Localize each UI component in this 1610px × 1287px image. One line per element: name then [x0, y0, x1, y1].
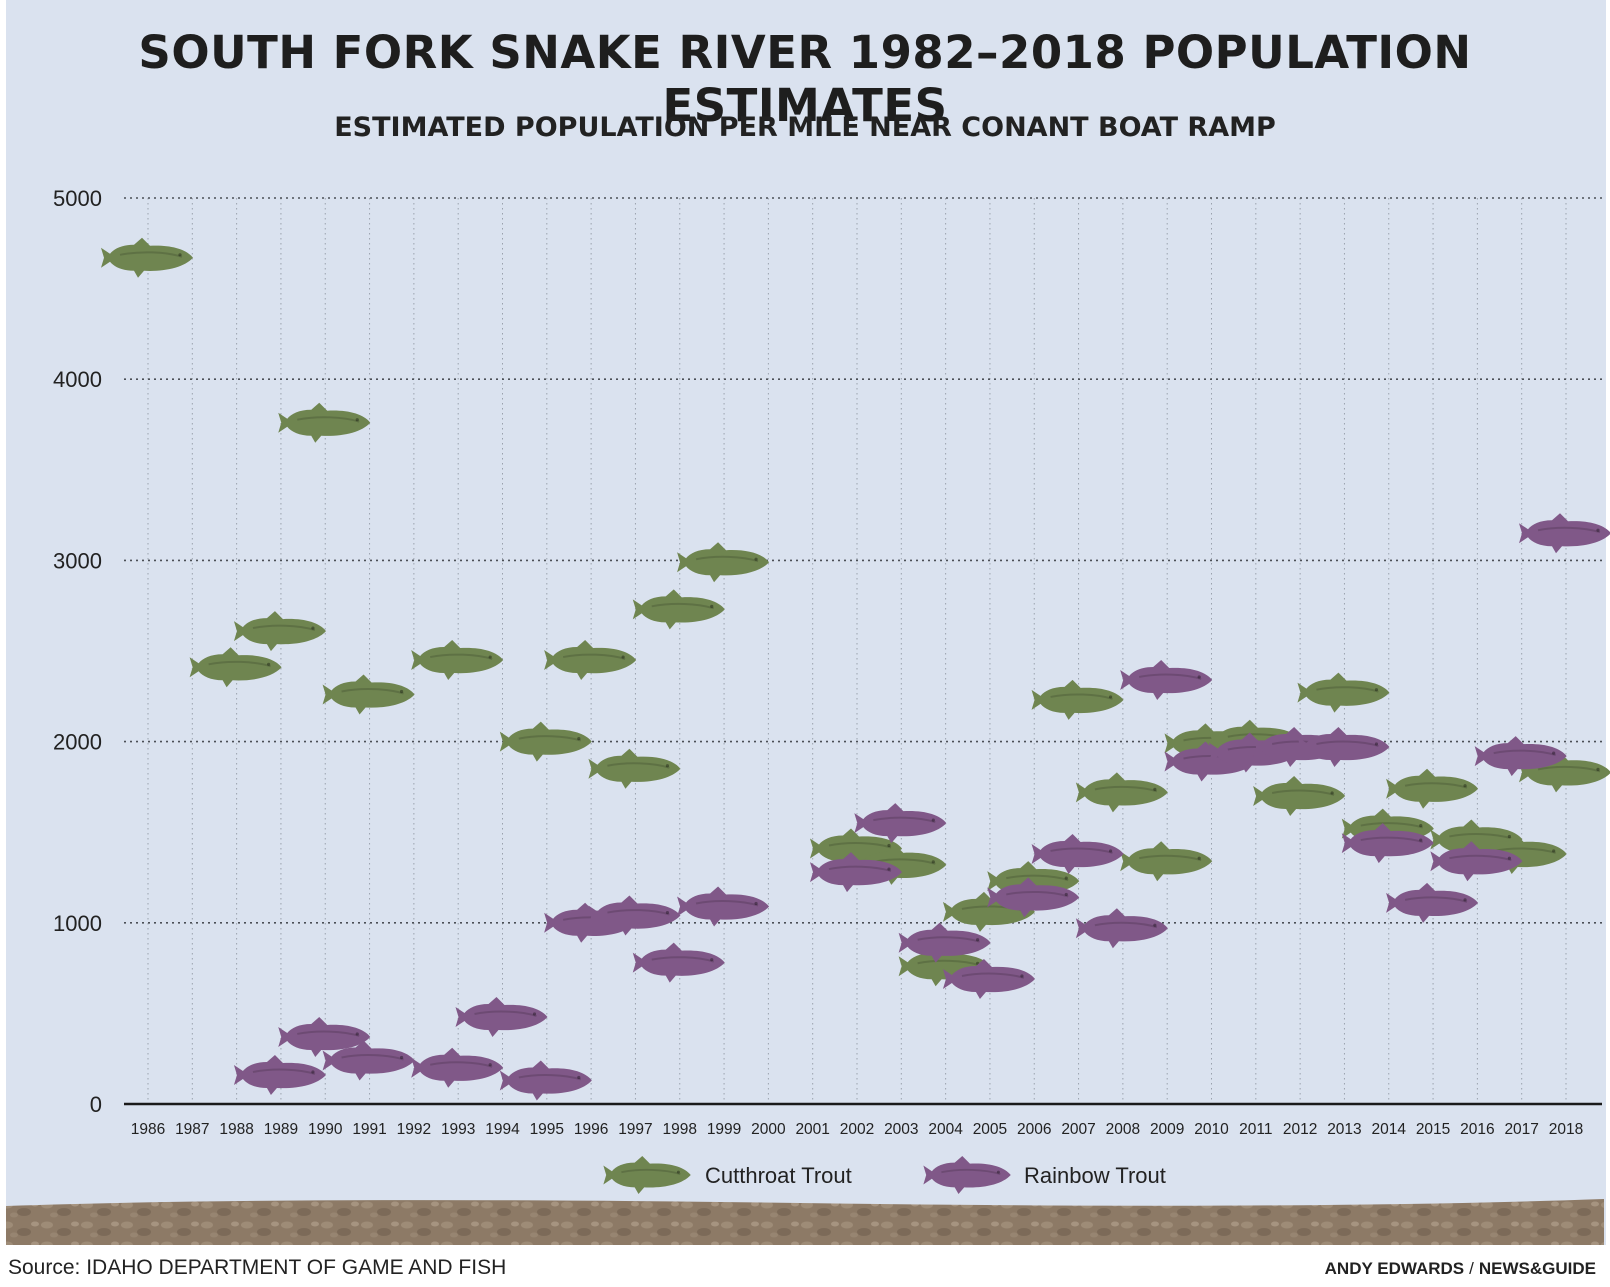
y-tick-label: 5000 [53, 186, 102, 211]
cutthroat-fish-point [1386, 768, 1479, 809]
x-tick-label: 2005 [973, 1121, 1007, 1138]
rainbow-fish-point [942, 958, 1035, 999]
rainbow-legend-icon [923, 1156, 1011, 1194]
cutthroat-fish-point [101, 237, 193, 278]
x-tick-label: 1992 [397, 1121, 431, 1138]
rainbow-fish-point [1519, 513, 1610, 554]
credit-outlet: NEWS&GUIDE [1478, 1259, 1596, 1278]
x-tick-label: 1997 [618, 1121, 652, 1138]
cutthroat-fish-point [544, 640, 637, 681]
chart-subtitle: ESTIMATED POPULATION PER MILE NEAR CONAN… [334, 112, 1276, 143]
riverbed [6, 1199, 1604, 1245]
rainbow-fish-point [898, 922, 991, 963]
rainbow-fish-point [1430, 841, 1523, 882]
rainbow-fish-point [233, 1055, 326, 1096]
rainbow-fish-point [1474, 736, 1567, 777]
rainbow-fish-point [455, 997, 548, 1038]
rainbow-fish-point [677, 886, 770, 927]
rainbow-fish-point [1386, 882, 1479, 923]
x-tick-label: 2017 [1504, 1121, 1538, 1138]
cutthroat-legend-icon [603, 1156, 691, 1194]
x-tick-label: 2000 [751, 1121, 786, 1138]
y-tick-label: 1000 [53, 911, 102, 936]
x-tick-label: 1987 [175, 1121, 209, 1138]
y-tick-label: 3000 [53, 548, 102, 573]
rainbow-fish-point [1075, 908, 1168, 949]
x-tick-label: 2012 [1283, 1121, 1317, 1138]
x-tick-label: 2007 [1061, 1121, 1095, 1138]
rainbow-fish-point [1031, 833, 1124, 874]
rainbow-fish-point [810, 852, 902, 893]
rainbow-fish-point [411, 1047, 504, 1088]
x-tick-label: 2010 [1194, 1121, 1229, 1138]
x-tick-label: 1993 [441, 1121, 475, 1138]
x-tick-label: 2015 [1416, 1121, 1450, 1138]
x-tick-label: 1988 [219, 1121, 253, 1138]
rainbow-fish-point [278, 1016, 371, 1057]
credit-author: ANDY EDWARDS [1324, 1259, 1465, 1278]
credit-separator: / [1469, 1259, 1474, 1278]
x-tick-label: 1999 [707, 1121, 741, 1138]
x-tick-label: 2009 [1150, 1121, 1184, 1138]
rainbow-fish-point [632, 942, 725, 983]
x-tick-label: 1996 [574, 1121, 608, 1138]
rainbow-fish-point [1297, 727, 1390, 768]
cutthroat-fish-point [588, 748, 681, 789]
cutthroat-fish-point [632, 589, 725, 630]
data-points [101, 237, 1610, 1101]
cutthroat-fish-point [1075, 772, 1168, 813]
x-tick-label: 2014 [1372, 1121, 1407, 1138]
x-tick-label: 2016 [1460, 1121, 1494, 1138]
grid [124, 197, 1602, 1104]
cutthroat-fish-point [1031, 679, 1124, 720]
chart-title: SOUTH FORK SNAKE RIVER 1982–2018 POPULAT… [138, 26, 1472, 132]
cutthroat-fish-point [1253, 775, 1346, 816]
x-tick-label: 2018 [1549, 1121, 1583, 1138]
credit-line: ANDY EDWARDS / NEWS&GUIDE [1325, 1259, 1596, 1279]
cutthroat-fish-point [1120, 841, 1213, 882]
cutthroat-legend-label: Cutthroat Trout [705, 1163, 852, 1188]
cutthroat-fish-point [1297, 672, 1390, 713]
cutthroat-fish-point [278, 402, 371, 443]
x-tick-label: 2002 [840, 1121, 874, 1138]
y-tick-label: 4000 [53, 367, 102, 392]
rainbow-fish-point [499, 1060, 592, 1101]
y-tick-label: 2000 [53, 730, 102, 755]
cutthroat-fish-point [322, 674, 415, 715]
x-tick-label: 2001 [795, 1121, 829, 1138]
y-tick-label: 0 [90, 1092, 102, 1117]
x-tick-label: 1991 [352, 1121, 386, 1138]
x-tick-label: 2008 [1106, 1121, 1140, 1138]
x-tick-label: 2003 [884, 1121, 918, 1138]
y-axis: 0 1000 2000 3000 4000 5000 [53, 186, 102, 1117]
cutthroat-fish-point [499, 721, 592, 762]
source-note: Source: IDAHO DEPARTMENT OF GAME AND FIS… [8, 1256, 507, 1279]
x-tick-label: 2006 [1017, 1121, 1051, 1138]
cutthroat-fish-point [677, 542, 770, 583]
rainbow-fish-point [1341, 823, 1434, 864]
cutthroat-fish-point [411, 640, 504, 681]
x-tick-label: 2013 [1327, 1121, 1361, 1138]
x-tick-label: 1989 [264, 1121, 298, 1138]
x-axis: 1986 1987 1988 1989 1990 1991 1992 1993 1994 1995… [131, 1121, 1583, 1138]
x-tick-label: 1995 [530, 1121, 564, 1138]
x-tick-label: 2004 [928, 1121, 963, 1138]
rainbow-fish-point [854, 803, 947, 844]
x-tick-label: 1990 [308, 1121, 343, 1138]
rainbow-fish-point [987, 877, 1080, 918]
legend: Cutthroat Trout Rainbow Trout [603, 1156, 1166, 1194]
x-tick-label: 1986 [131, 1121, 165, 1138]
x-tick-label: 2011 [1239, 1121, 1272, 1138]
rainbow-legend-label: Rainbow Trout [1024, 1163, 1166, 1188]
x-tick-label: 1994 [485, 1121, 520, 1138]
cutthroat-fish-point [189, 647, 282, 688]
rainbow-fish-point [588, 895, 681, 936]
x-tick-label: 1998 [663, 1121, 697, 1138]
cutthroat-fish-point [233, 611, 326, 652]
rainbow-fish-point [322, 1040, 415, 1081]
rainbow-fish-point [1120, 659, 1213, 700]
